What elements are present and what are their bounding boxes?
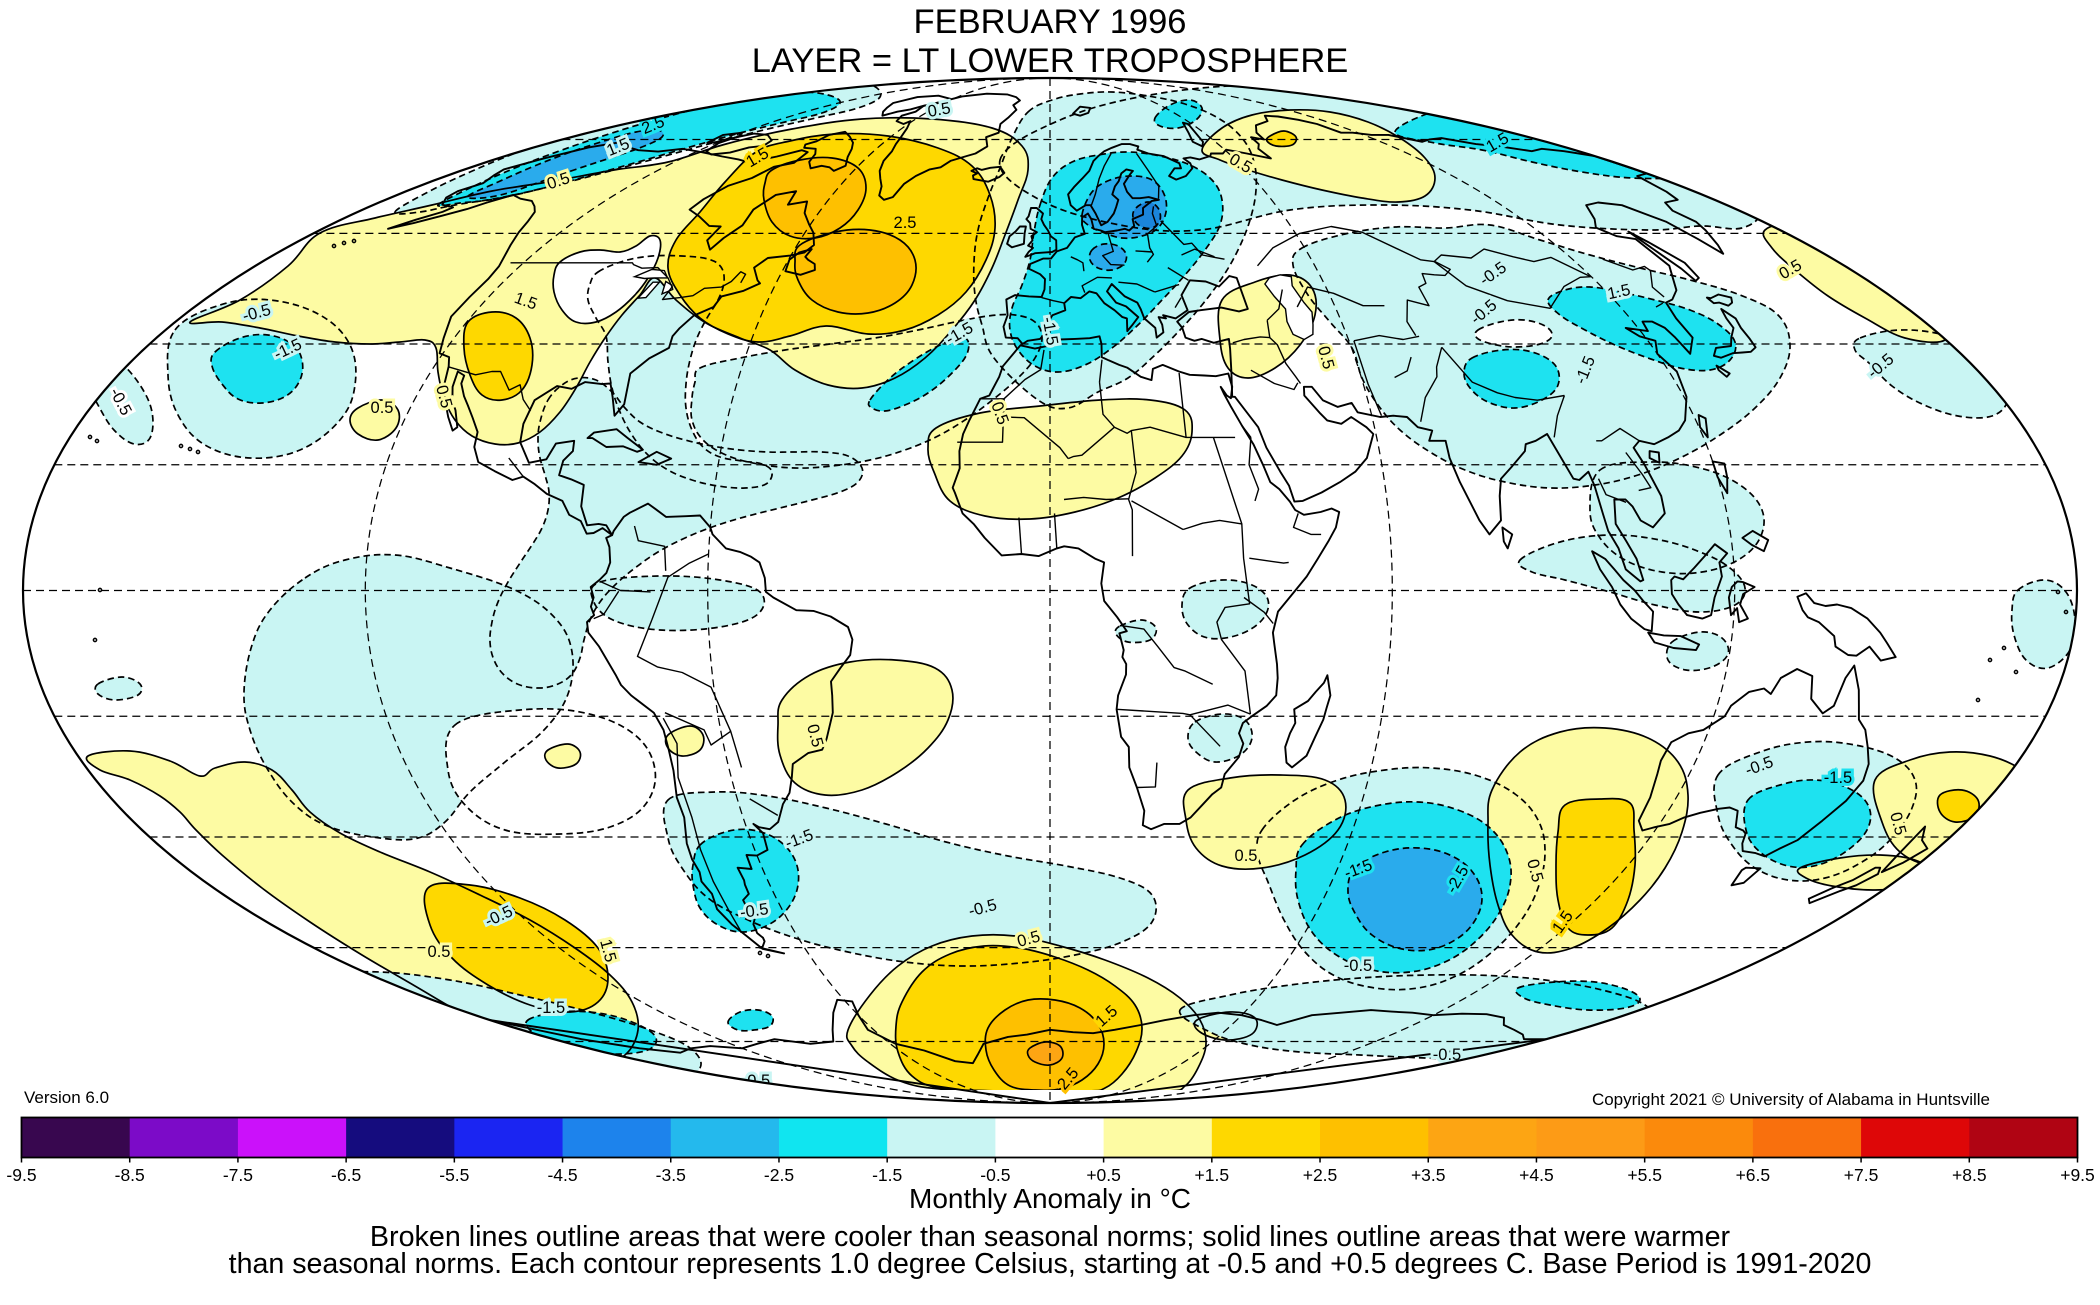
svg-text:than seasonal norms. Each cont: than seasonal norms. Each contour repres… xyxy=(229,1248,1872,1280)
svg-text:0.5: 0.5 xyxy=(1235,847,1258,865)
svg-text:+2.5: +2.5 xyxy=(1303,1165,1338,1185)
svg-text:0.5: 0.5 xyxy=(428,943,451,961)
svg-text:+4.5: +4.5 xyxy=(1519,1165,1554,1185)
svg-text:-4.5: -4.5 xyxy=(547,1165,577,1185)
svg-text:+0.5: +0.5 xyxy=(1086,1165,1121,1185)
svg-text:+1.5: +1.5 xyxy=(1195,1165,1230,1185)
svg-text:-1.5: -1.5 xyxy=(1824,769,1852,787)
svg-text:-3.5: -3.5 xyxy=(656,1165,686,1185)
svg-text:-0.5: -0.5 xyxy=(980,1165,1010,1185)
svg-text:-9.5: -9.5 xyxy=(6,1165,36,1185)
svg-text:-1.5: -1.5 xyxy=(872,1165,902,1185)
svg-text:-2.5: -2.5 xyxy=(764,1165,794,1185)
svg-text:+3.5: +3.5 xyxy=(1411,1165,1446,1185)
svg-text:-0.5: -0.5 xyxy=(1344,957,1372,975)
svg-text:+7.5: +7.5 xyxy=(1844,1165,1879,1185)
svg-text:Version 6.0: Version 6.0 xyxy=(24,1088,109,1107)
svg-text:-7.5: -7.5 xyxy=(223,1165,253,1185)
svg-text:+6.5: +6.5 xyxy=(1736,1165,1771,1185)
svg-text:0.5: 0.5 xyxy=(371,399,394,417)
svg-text:-6.5: -6.5 xyxy=(331,1165,361,1185)
svg-text:FEBRUARY 1996: FEBRUARY 1996 xyxy=(914,3,1187,41)
svg-text:-8.5: -8.5 xyxy=(115,1165,145,1185)
svg-text:LAYER = LT LOWER TROPOSPHERE: LAYER = LT LOWER TROPOSPHERE xyxy=(752,42,1349,80)
svg-text:+8.5: +8.5 xyxy=(1952,1165,1987,1185)
svg-text:+9.5: +9.5 xyxy=(2060,1165,2095,1185)
svg-text:-1.5: -1.5 xyxy=(537,999,565,1017)
svg-text:+5.5: +5.5 xyxy=(1627,1165,1662,1185)
svg-text:-5.5: -5.5 xyxy=(439,1165,469,1185)
svg-text:Monthly Anomaly in °C: Monthly Anomaly in °C xyxy=(909,1183,1191,1214)
svg-text:Broken lines outline areas tha: Broken lines outline areas that were coo… xyxy=(370,1221,1731,1253)
svg-text:Copyright 2021 © University of: Copyright 2021 © University of Alabama i… xyxy=(1592,1090,1990,1109)
svg-text:2.5: 2.5 xyxy=(894,214,917,232)
